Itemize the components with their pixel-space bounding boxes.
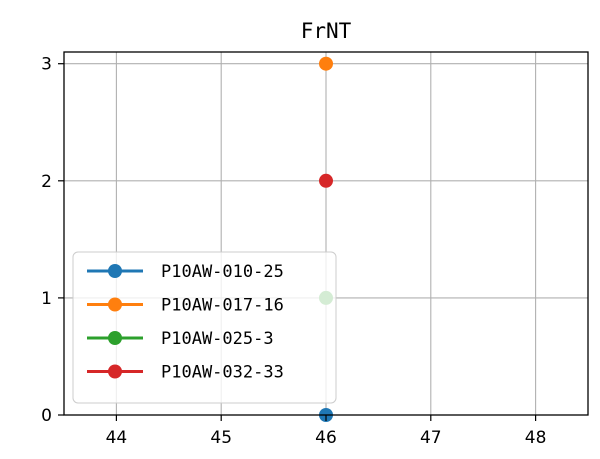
legend-label-0: P10AW-010-25 (161, 262, 284, 282)
x-tick-label-3: 47 (420, 428, 442, 448)
chart-title: FrNT (301, 19, 352, 43)
data-point-3-0 (319, 173, 333, 188)
legend-box (72, 251, 337, 404)
x-tick-label-1: 45 (210, 428, 232, 448)
tick-layer: 44 45 46 47 48 0 1 2 3 (41, 55, 546, 448)
y-tick-label-1: 1 (41, 289, 52, 309)
x-tick-label-4: 48 (525, 428, 547, 448)
data-point-1-0 (319, 56, 333, 71)
x-tick-label-2: 46 (315, 428, 337, 448)
y-tick-label-3: 3 (41, 55, 52, 75)
y-tick-label-0: 0 (41, 406, 52, 426)
x-tick-label-0: 44 (106, 428, 128, 448)
legend: P10AW-010-25 P10AW-017-16 P10AW-025-3 P10AW… (72, 251, 337, 404)
legend-marker-2 (108, 331, 122, 345)
legend-label-2: P10AW-025-3 (161, 329, 274, 349)
legend-marker-1 (108, 297, 122, 312)
legend-marker-3 (108, 364, 122, 379)
legend-label-3: P10AW-032-33 (161, 363, 284, 383)
legend-marker-0 (108, 264, 122, 278)
legend-label-1: P10AW-017-16 (161, 296, 284, 316)
y-tick-label-2: 2 (41, 172, 52, 192)
